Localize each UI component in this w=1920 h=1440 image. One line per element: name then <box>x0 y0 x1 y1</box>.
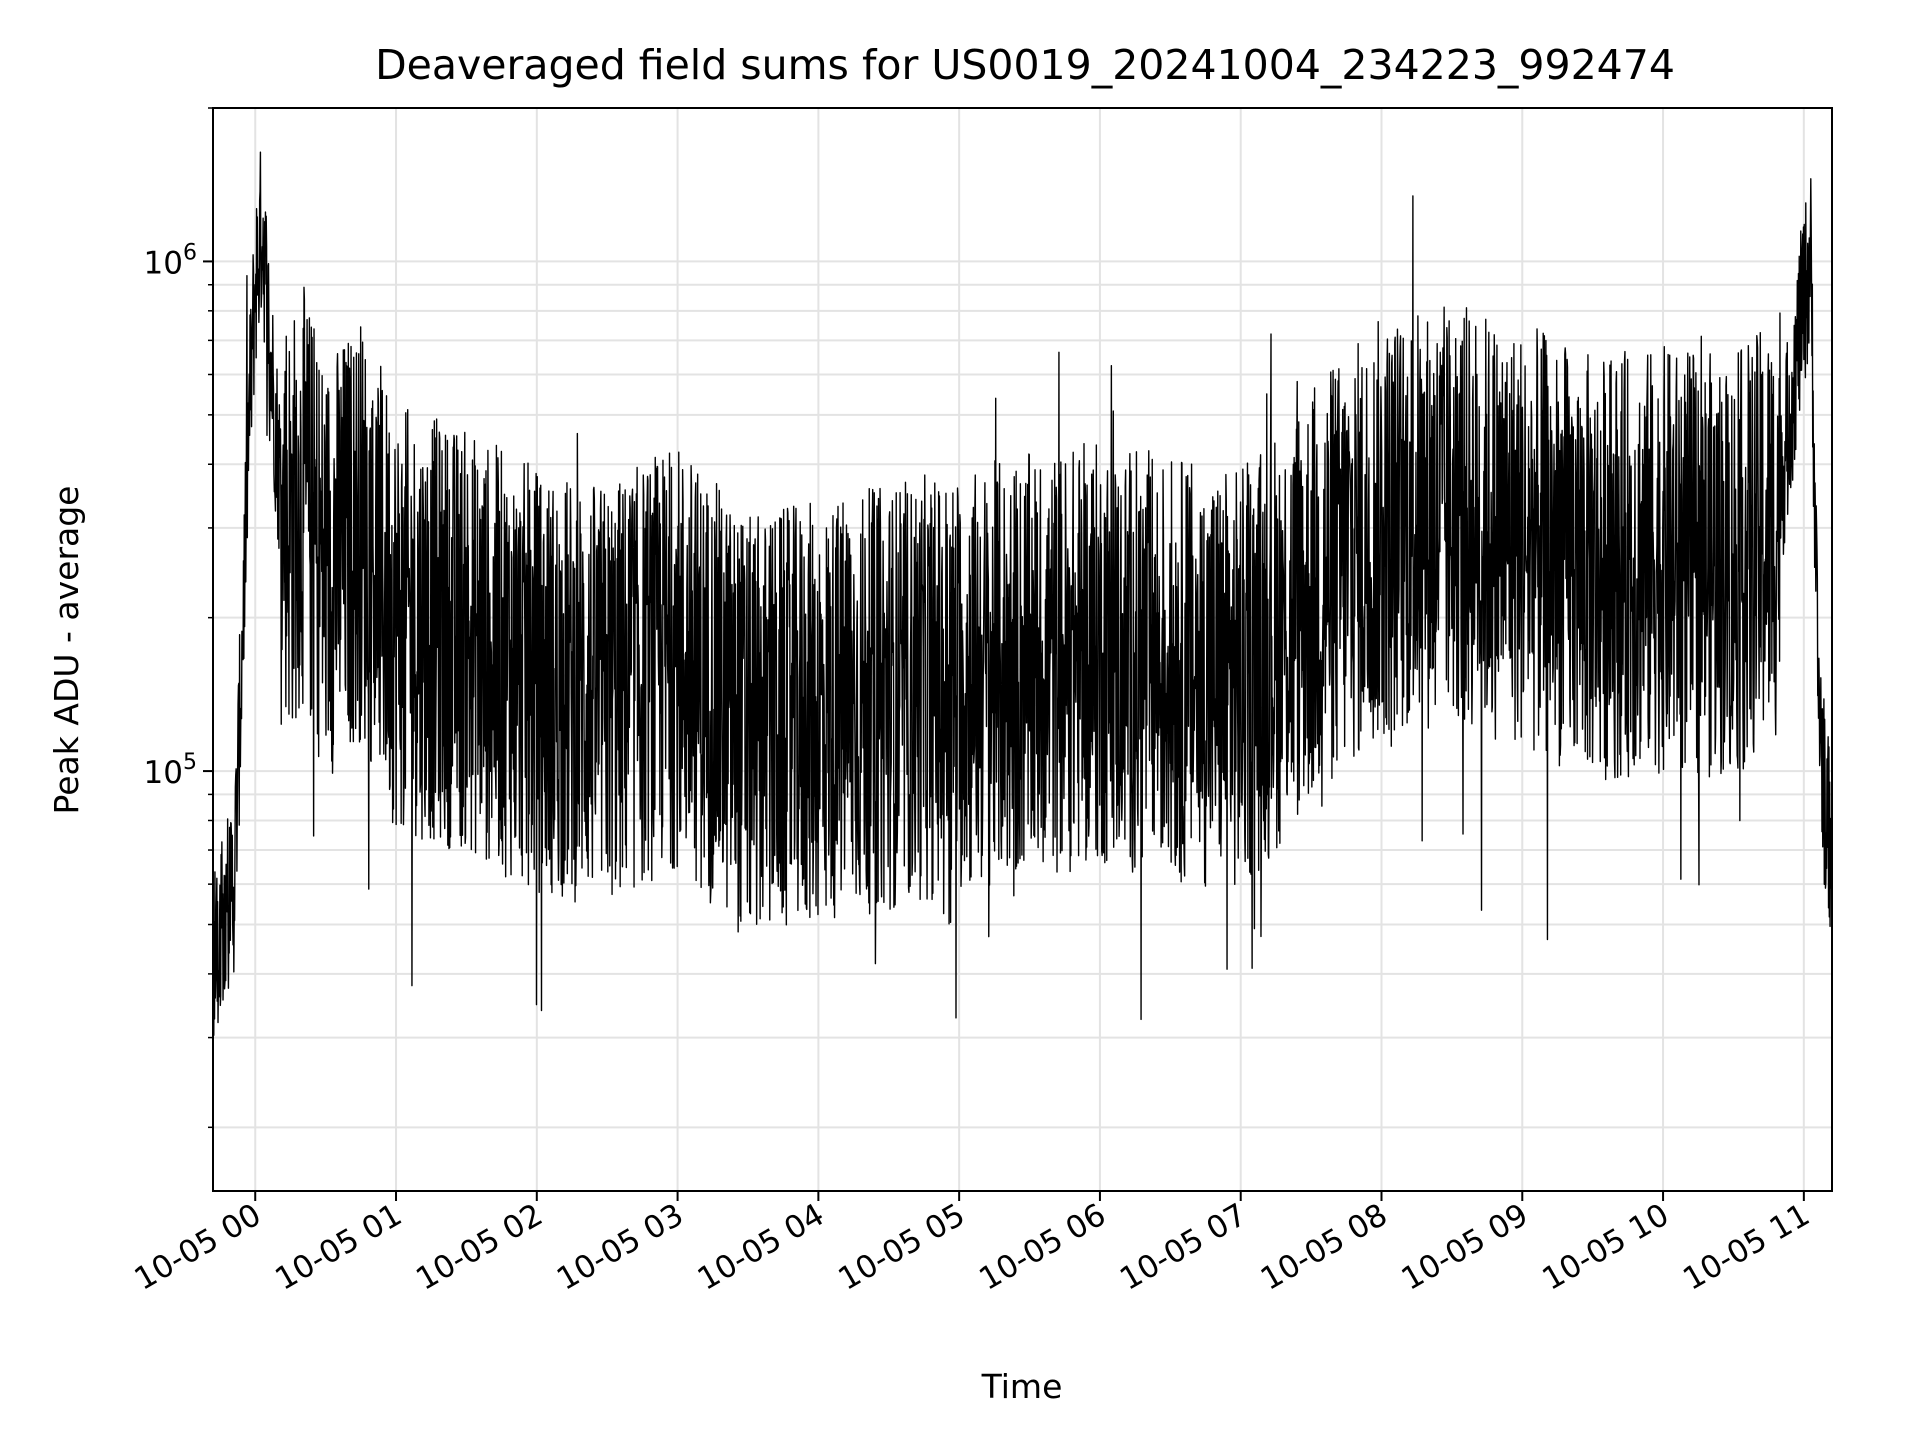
x-tick-label: 10-05 09 <box>1396 1197 1535 1298</box>
x-tick-label: 10-05 00 <box>129 1197 268 1298</box>
x-axis-label: Time <box>981 1367 1063 1406</box>
series-layer <box>212 151 1833 1037</box>
x-tick-label: 10-05 06 <box>973 1197 1112 1298</box>
x-tick-label: 10-05 04 <box>692 1197 831 1298</box>
x-tick-label: 10-05 07 <box>1114 1197 1253 1298</box>
x-tick-label: 10-05 11 <box>1677 1197 1816 1298</box>
x-tick-label: 10-05 01 <box>269 1197 408 1298</box>
y-tick-label: 105 <box>144 750 197 791</box>
chart-title: Deaveraged field sums for US0019_2024100… <box>375 41 1675 89</box>
y-axis: 105 106 <box>144 107 213 1129</box>
series-line-0 <box>212 151 1833 1037</box>
plot-frame <box>212 107 1833 1192</box>
x-tick-label: 10-05 03 <box>551 1197 690 1298</box>
x-tick-label: 10-05 08 <box>1255 1197 1394 1298</box>
x-tick-label: 10-05 05 <box>832 1197 971 1298</box>
x-axis: 10-05 00 10-05 01 10-05 02 10-05 03 10-05 04… <box>129 1191 1816 1298</box>
y-axis-label: Peak ADU - average <box>47 486 86 815</box>
x-tick-label: 10-05 10 <box>1536 1197 1675 1298</box>
x-tick-label: 10-05 02 <box>410 1197 549 1298</box>
y-tick-label: 106 <box>144 240 197 281</box>
